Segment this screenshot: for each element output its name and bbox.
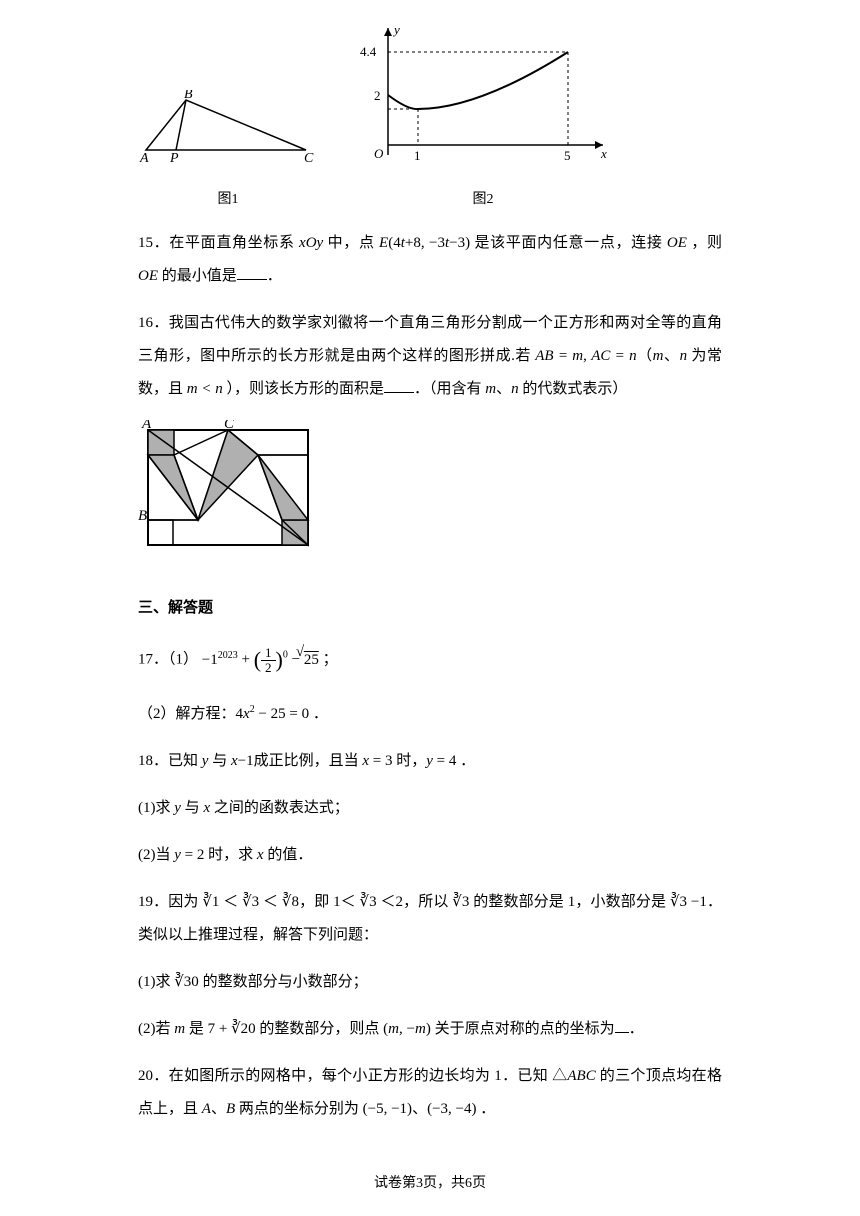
question-18-1: (1)求 y 与 x 之间的函数表达式； (138, 792, 722, 825)
fig2-y-label: y (392, 22, 400, 37)
q16-label-B: B (138, 508, 147, 524)
question-19-2: (2)若 m 是 7 + ∛20 的整数部分，则点 (m, −m) 关于原点对称… (138, 1013, 722, 1046)
fig1-label-A: A (139, 151, 149, 166)
fig2-x1-label: 1 (414, 148, 421, 163)
figure-2-svg: y x O 4.4 2 1 5 (348, 20, 618, 170)
figure-1-caption: 图1 (138, 187, 318, 214)
figures-row: A B C P 图1 y x O 4.4 2 1 5 图2 (138, 20, 722, 213)
figure-2-caption: 图2 (348, 187, 618, 214)
question-16: 16．我国古代伟大的数学家刘徽将一个直角三角形分割成一个正方形和两对全等的直角三… (138, 307, 722, 406)
q17-sqrt-val: 25 (304, 652, 319, 668)
question-17-1: 17．（1） −12023 + (12)0 − √25 ； (138, 636, 722, 684)
q17-exp-b: 0 (283, 650, 288, 661)
fig1-label-C: C (304, 151, 314, 166)
fig2-O-label: O (374, 146, 384, 161)
q17-plus: + (241, 652, 253, 668)
section-3-title: 三、解答题 (138, 594, 722, 623)
fig2-x2-label: 5 (564, 148, 571, 163)
fig2-y1-label: 4.4 (360, 44, 377, 59)
question-17-2: （2）解方程：4x2 − 25 = 0 ． (138, 698, 722, 731)
question-20: 20．在如图所示的网格中，每个小正方形的边长均为 1．已知 △ABC 的三个顶点… (138, 1060, 722, 1126)
figure-1-svg: A B C P (138, 90, 318, 170)
figure-1-block: A B C P 图1 (138, 90, 318, 213)
figure-2-block: y x O 4.4 2 1 5 图2 (348, 20, 618, 213)
fig1-label-P: P (169, 151, 179, 166)
question-19: 19．因为 ∛1 ＜ ∛3 ＜ ∛8，即 1＜ ∛3 ＜2，所以 ∛3 的整数部… (138, 886, 722, 952)
q17-frac-den: 2 (261, 661, 276, 675)
figure-q16: A C B (138, 420, 722, 566)
fig2-y2-label: 2 (374, 88, 381, 103)
q17-1-end: ； (323, 652, 338, 668)
question-19-1: (1)求 ∛30 的整数部分与小数部分； (138, 966, 722, 999)
question-18: 18．已知 y 与 x−1成正比例，且当 x = 3 时，y = 4 ． (138, 745, 722, 778)
q16-label-A: A (141, 420, 152, 432)
q17-1-prefix: 17．（1） (138, 652, 198, 668)
q17-exp-a: 2023 (218, 650, 238, 661)
q17-frac-num: 1 (261, 646, 276, 661)
fig2-x-label: x (600, 146, 607, 161)
fig1-label-B: B (184, 90, 193, 102)
question-18-2: (2)当 y = 2 时，求 x 的值． (138, 839, 722, 872)
q17-base-a: −1 (202, 652, 218, 668)
page-footer: 试卷第3页，共6页 (0, 1171, 860, 1198)
q16-label-C: C (224, 420, 235, 432)
question-15: 15．在平面直角坐标系 xOy 中，点 E(4t+8, −3t−3) 是该平面内… (138, 227, 722, 293)
